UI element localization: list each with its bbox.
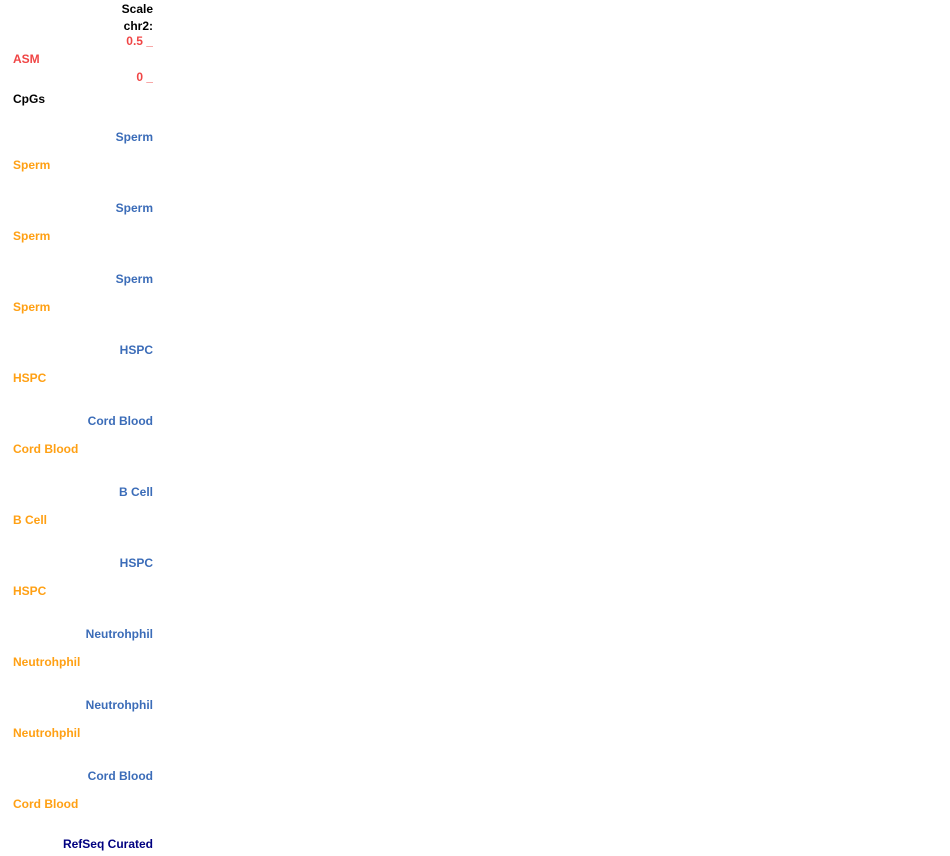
position-label: chr2:	[123, 19, 153, 33]
track-label-bottom[interactable]: Neutrohphil	[13, 726, 81, 740]
asm-axis-max-label: 0.5 _	[126, 34, 153, 48]
track-label-top[interactable]: Cord Blood	[87, 769, 153, 783]
track-label-top[interactable]: HSPC	[119, 343, 153, 357]
track-label-top[interactable]: Neutrohphil	[85, 698, 153, 712]
cpg-track-label[interactable]: CpGs	[13, 92, 46, 106]
track-label-bottom[interactable]: Cord Blood	[13, 442, 79, 456]
track-plot-area	[153, 0, 950, 856]
track-label-bottom[interactable]: HSPC	[13, 584, 47, 598]
track-label-bottom[interactable]: Neutrohphil	[13, 655, 81, 669]
scale-label: Scale	[121, 2, 153, 16]
track-label-bottom[interactable]: Cord Blood	[13, 797, 79, 811]
track-label-bottom[interactable]: Sperm	[13, 158, 51, 172]
track-label-top[interactable]: B Cell	[118, 485, 153, 499]
track-label-top[interactable]: Sperm	[115, 130, 153, 144]
track-label-top[interactable]: HSPC	[119, 556, 153, 570]
track-label-bottom[interactable]: Sperm	[13, 229, 51, 243]
asm-axis-min-label: 0 _	[136, 70, 153, 84]
track-label-top[interactable]: Cord Blood	[87, 414, 153, 428]
refseq-track-label[interactable]: RefSeq Curated	[62, 837, 153, 851]
track-label-top[interactable]: Sperm	[115, 201, 153, 215]
track-label-bottom[interactable]: Sperm	[13, 300, 51, 314]
track-label-bottom[interactable]: HSPC	[13, 371, 47, 385]
track-label-top[interactable]: Sperm	[115, 272, 153, 286]
track-label-bottom[interactable]: B Cell	[13, 513, 48, 527]
track-label-top[interactable]: Neutrohphil	[85, 627, 153, 641]
asm-track-label[interactable]: ASM	[13, 52, 40, 66]
